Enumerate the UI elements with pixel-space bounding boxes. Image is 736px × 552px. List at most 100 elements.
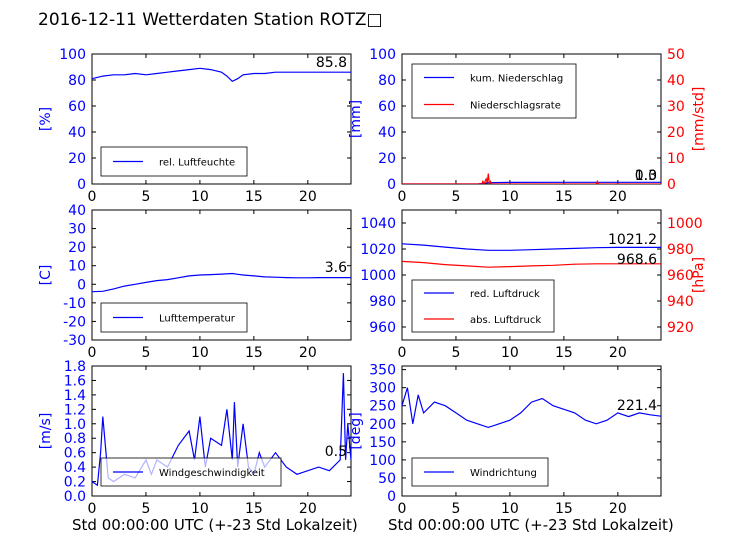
- pressure-ytick2-label: 960: [667, 268, 694, 284]
- humidity-xtick-label: 15: [245, 189, 263, 205]
- precipitation-xtick-label: 10: [501, 189, 519, 205]
- wind-speed-ytick-label: 0.6: [64, 446, 86, 462]
- humidity-xtick-label: 20: [299, 189, 317, 205]
- pressure-ytick-label: 980: [369, 294, 396, 310]
- x-axis-label-left: Std 00:00:00 UTC (+-23 Std Lokalzeit): [72, 516, 358, 534]
- precipitation-ytick-label: 0: [387, 177, 396, 193]
- humidity-series-0-line: [92, 67, 351, 83]
- precipitation-ytick2-label: 20: [667, 125, 685, 141]
- humidity-ytick-label: 100: [59, 47, 86, 63]
- humidity-latest-value: 85.8: [316, 55, 347, 71]
- precipitation-legend-label-1: Niederschlagsrate: [470, 101, 561, 112]
- wind-direction-ytick-label: 100: [369, 453, 396, 469]
- precipitation-ytick-label: 20: [378, 151, 396, 167]
- wind-direction-series-0-line: [402, 387, 661, 429]
- pressure-xtick-label: 20: [609, 345, 627, 361]
- humidity-xtick-label: 5: [141, 189, 150, 205]
- precipitation-xtick-label: 0: [398, 189, 407, 205]
- pressure-ytick2-label: 1000: [667, 216, 703, 232]
- humidity-ylabel: [%]: [38, 107, 54, 131]
- wind-direction-latest-value: 221.4: [617, 398, 657, 414]
- wind-speed-ytick-label: 0.8: [64, 431, 86, 447]
- temperature-ylabel: [C]: [38, 265, 54, 286]
- precipitation-xtick-label: 20: [609, 189, 627, 205]
- pressure-ytick2-label: 920: [667, 320, 694, 336]
- pressure-series-1-line: [402, 260, 661, 268]
- temperature-xtick-label: 5: [141, 345, 150, 361]
- wind-direction-xtick-label: 0: [398, 501, 407, 517]
- precipitation-series-1-line: [402, 173, 661, 184]
- precipitation-ytick-label: 80: [378, 73, 396, 89]
- precipitation-xtick-label: 5: [451, 189, 460, 205]
- temperature-ytick-label: -20: [63, 314, 86, 330]
- wind-speed-ytick-label: 1.4: [64, 388, 86, 404]
- temperature-ytick-label: -30: [63, 333, 86, 349]
- pressure-ytick-label: 960: [369, 320, 396, 336]
- precipitation-ytick2-label: 0: [667, 177, 676, 193]
- wind-speed-xtick-label: 15: [245, 501, 263, 517]
- precipitation-xtick-label: 15: [555, 189, 573, 205]
- wind-direction-legend-label-0: Windrichtung: [470, 468, 537, 479]
- pressure-xtick-label: 5: [451, 345, 460, 361]
- humidity-ytick-label: 40: [68, 125, 86, 141]
- precipitation-legend-box: [411, 63, 577, 119]
- wind-direction-xtick-label: 20: [609, 501, 627, 517]
- wind-speed-latest-value: 0.5: [325, 444, 347, 460]
- temperature-ytick-label: -10: [63, 296, 86, 312]
- humidity-ytick-label: 0: [77, 177, 86, 193]
- temperature-ytick-label: 30: [68, 222, 86, 238]
- humidity-xtick-label: 10: [191, 189, 209, 205]
- temperature-ytick-label: 0: [77, 277, 86, 293]
- wind-speed-ytick-label: 1.2: [64, 402, 86, 418]
- wind-speed-xtick-label: 10: [191, 501, 209, 517]
- wind-direction-ytick-label: 300: [369, 381, 396, 397]
- wind-speed-legend-label-0: Windgeschwindigkeit: [159, 468, 265, 479]
- pressure-series-0-line: [402, 243, 661, 251]
- wind-speed-xtick-label: 20: [299, 501, 317, 517]
- figure-title: 2016-12-11 Wetterdaten Station ROTZ□: [38, 10, 383, 30]
- wind-speed-ytick-label: 0.0: [64, 489, 86, 505]
- pressure-latest-value2: 968.6: [617, 252, 657, 268]
- pressure-ytick2-label: 940: [667, 294, 694, 310]
- wind-direction-ytick-label: 200: [369, 417, 396, 433]
- wind-direction-ylabel: [deg]: [348, 412, 364, 449]
- pressure-xtick-label: 10: [501, 345, 519, 361]
- pressure-legend-box: [411, 279, 555, 333]
- pressure-latest-value: 1021.2: [608, 232, 657, 248]
- precipitation-ytick2-label: 30: [667, 99, 685, 115]
- wind-speed-ytick-label: 0.2: [64, 475, 86, 491]
- wind-direction-xtick-label: 10: [501, 501, 519, 517]
- wind-direction-ytick-label: 50: [378, 471, 396, 487]
- wind-direction-xtick-label: 15: [555, 501, 573, 517]
- wind-direction-xtick-label: 5: [451, 501, 460, 517]
- precipitation-ytick-label: 40: [378, 125, 396, 141]
- humidity-ytick-label: 60: [68, 99, 86, 115]
- temperature-xtick-label: 10: [191, 345, 209, 361]
- wind-speed-xtick-label: 0: [88, 501, 97, 517]
- pressure-legend-label-0: red. Luftdruck: [470, 289, 540, 300]
- precipitation-ytick2-label: 50: [667, 47, 685, 63]
- pressure-ytick-label: 1040: [360, 216, 396, 232]
- wind-speed-xtick-label: 5: [141, 501, 150, 517]
- wind-direction-ytick-label: 150: [369, 435, 396, 451]
- precipitation-ytick-label: 100: [369, 47, 396, 63]
- temperature-legend-label-0: Lufttemperatur: [159, 314, 236, 325]
- precipitation-legend-label-0: kum. Niederschlag: [470, 74, 563, 85]
- wind-direction-ytick-label: 250: [369, 399, 396, 415]
- temperature-series-0-line: [92, 272, 351, 293]
- precipitation-ylabel: [mm]: [348, 100, 364, 138]
- temperature-xtick-label: 0: [88, 345, 97, 361]
- precipitation-latest-value: 1.3: [635, 168, 657, 184]
- humidity-xtick-label: 0: [88, 189, 97, 205]
- temperature-ytick-label: 40: [68, 203, 86, 219]
- pressure-ytick2-label: 980: [667, 242, 694, 258]
- pressure-ytick-label: 1000: [360, 268, 396, 284]
- wind-speed-ylabel: [m/s]: [38, 413, 54, 450]
- wind-speed-ytick-label: 1.0: [64, 417, 86, 433]
- wind-direction-ytick-label: 0: [387, 489, 396, 505]
- precipitation-latest-value-back: 0.0: [635, 168, 657, 184]
- temperature-ytick-label: 10: [68, 259, 86, 275]
- x-axis-label-right: Std 00:00:00 UTC (+-23 Std Lokalzeit): [388, 516, 674, 534]
